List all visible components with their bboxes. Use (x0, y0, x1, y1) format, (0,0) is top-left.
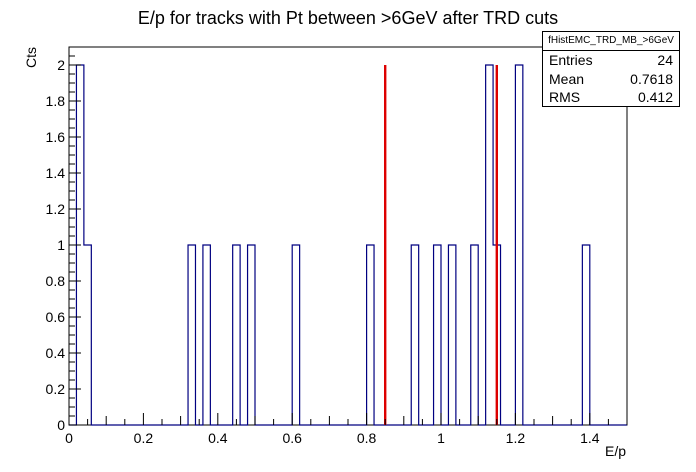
x-tick-label-4: 0.8 (357, 430, 377, 446)
histogram-bin-7 (367, 245, 374, 425)
stats-mean-label: Mean (549, 70, 585, 87)
y-tick-label-7: 1.4 (46, 165, 66, 181)
histogram-bin-4 (233, 245, 240, 425)
histogram-bin-1 (84, 245, 91, 425)
y-tick-label-3: 0.6 (46, 309, 66, 325)
histogram-bin-11 (471, 245, 478, 425)
y-tick-label-1: 0.2 (46, 381, 66, 397)
stats-mean-value: 0.7618 (630, 70, 673, 87)
stats-rms-row: RMS 0.412 (543, 88, 679, 107)
histogram-bin-12 (486, 65, 493, 425)
stats-entries-row: Entries 24 (543, 51, 679, 70)
histogram-bin-10 (448, 245, 455, 425)
histogram-bin-2 (188, 245, 195, 425)
histogram-bin-15 (582, 245, 589, 425)
y-axis-label: Cts (23, 47, 39, 68)
histogram-bin-5 (248, 245, 255, 425)
y-tick-label-10: 2 (57, 57, 65, 73)
chart-title: E/p for tracks with Pt between >6GeV aft… (138, 8, 558, 28)
y-tick-label-2: 0.4 (46, 345, 66, 361)
stats-entries-value: 24 (657, 52, 673, 68)
y-tick-label-6: 1.2 (46, 201, 66, 217)
y-tick-label-9: 1.8 (46, 93, 66, 109)
stats-mean-row: Mean 0.7618 (543, 70, 679, 89)
stats-rms-value: 0.412 (637, 89, 673, 105)
x-tick-label-2: 0.4 (208, 430, 228, 446)
stats-entries-label: Entries (549, 52, 593, 68)
x-tick-label-5: 1 (437, 430, 445, 446)
histogram-bin-9 (434, 245, 441, 425)
x-tick-label-1: 0.2 (134, 430, 154, 446)
y-tick-label-0: 0 (57, 417, 65, 433)
histogram-bin-3 (203, 245, 210, 425)
x-tick-label-7: 1.4 (580, 430, 600, 446)
histogram-bin-6 (292, 245, 299, 425)
y-tick-label-5: 1 (57, 237, 65, 253)
histogram-bin-14 (515, 65, 522, 425)
x-tick-label-6: 1.2 (506, 430, 526, 446)
histogram-bin-8 (411, 245, 418, 425)
x-axis-label: E/p (605, 443, 626, 459)
histogram-series-line (69, 64, 627, 426)
x-tick-label-0: 0 (65, 430, 73, 446)
x-tick-label-3: 0.6 (282, 430, 302, 446)
y-tick-label-4: 0.8 (46, 273, 66, 289)
stats-rms-label: RMS (549, 89, 581, 105)
y-tick-label-8: 1.6 (46, 129, 66, 145)
stats-histogram-name: fHistEMC_TRD_MB_>6GeV (543, 32, 679, 51)
stats-box: fHistEMC_TRD_MB_>6GeV Entries 24 Mean 0.… (542, 31, 680, 107)
